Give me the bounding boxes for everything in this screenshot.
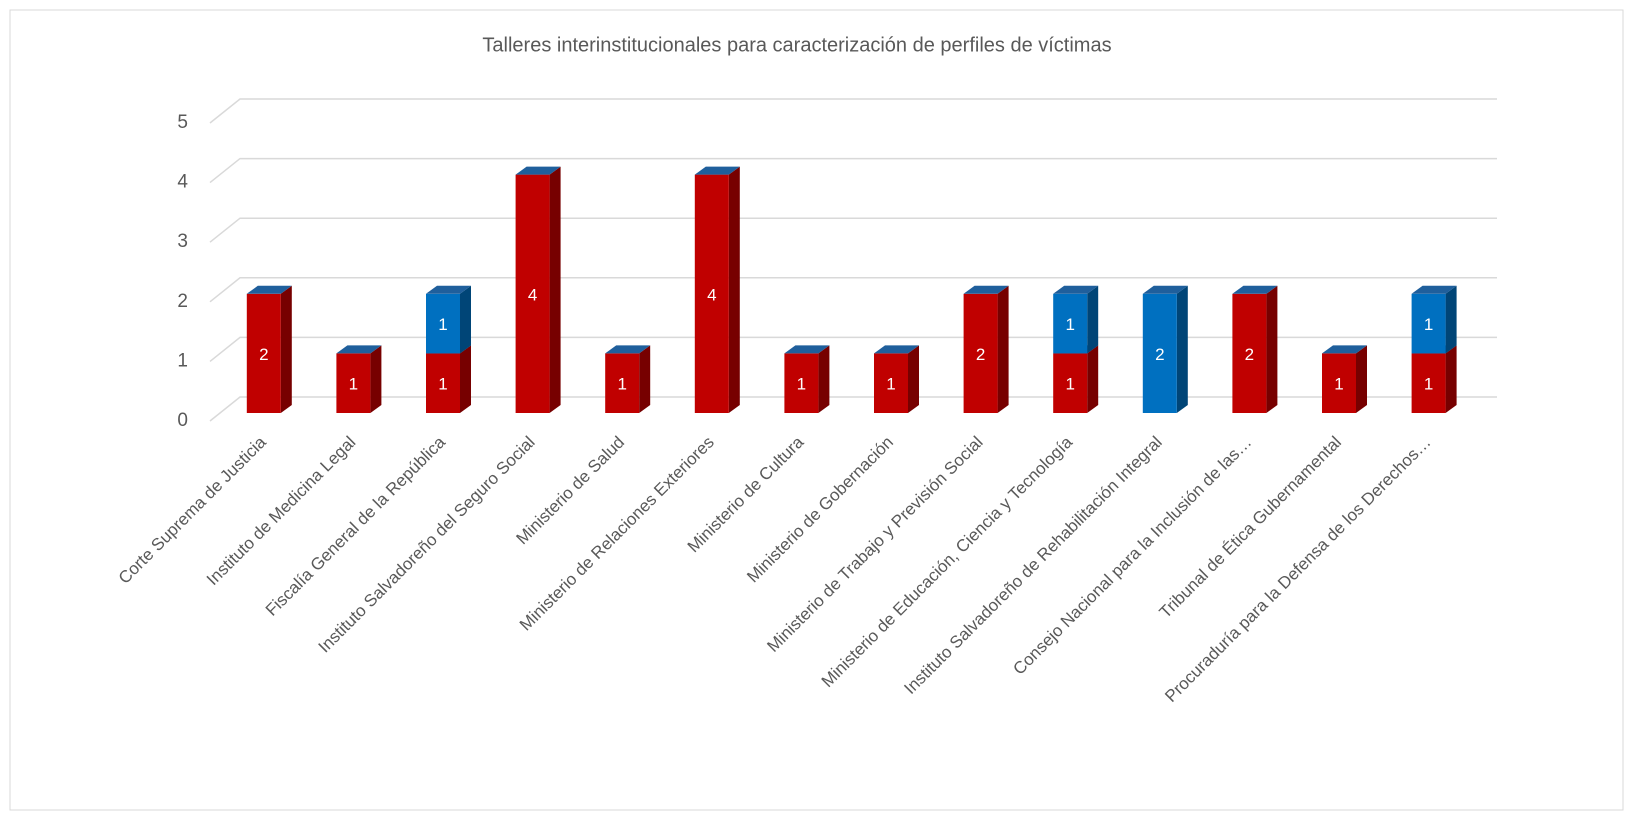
bar-side (1176, 285, 1188, 413)
bar-side (1445, 345, 1457, 413)
bar-top (515, 166, 561, 175)
bar-top (874, 345, 919, 354)
bar-side (818, 345, 830, 413)
data-label: 1 (617, 375, 626, 394)
bar-side (1445, 285, 1457, 354)
data-label: 1 (1065, 375, 1074, 394)
bar-top (1053, 285, 1099, 294)
bar-front (1232, 293, 1267, 413)
bar-front (515, 174, 550, 413)
y-tick-label: 1 (177, 350, 188, 371)
data-label: 2 (1245, 345, 1254, 364)
data-label: 1 (438, 315, 447, 334)
bar-top (605, 345, 651, 354)
data-label: 2 (1155, 345, 1164, 364)
bar-front (426, 293, 460, 354)
data-label: 1 (1334, 375, 1343, 394)
bar-front (1322, 353, 1356, 413)
bar (426, 285, 471, 354)
bar-front (784, 353, 819, 413)
bar-top (963, 285, 1009, 294)
data-label: 1 (1424, 375, 1433, 394)
bar-front (426, 353, 460, 413)
bar-front (605, 353, 640, 413)
data-label: 2 (976, 345, 985, 364)
y-tick-label: 4 (177, 172, 188, 193)
bar-top (246, 285, 292, 294)
bar (1053, 345, 1099, 413)
y-tick-label: 0 (177, 410, 188, 431)
y-tick-label: 2 (177, 291, 188, 312)
data-label: 1 (886, 375, 895, 394)
bar (1142, 285, 1188, 413)
bar-front (1142, 293, 1177, 413)
data-label: 1 (1424, 315, 1433, 334)
bar-top (1411, 285, 1457, 294)
bar-side (1087, 345, 1099, 413)
bar-side (997, 285, 1009, 413)
bar-top (784, 345, 830, 354)
bar-side (460, 285, 471, 354)
data-label: 1 (349, 375, 358, 394)
bar-top (694, 166, 740, 175)
bar-front (1053, 353, 1088, 413)
bar-front (874, 353, 908, 413)
bar-top (426, 285, 471, 294)
bar (1053, 285, 1099, 354)
bar (426, 345, 471, 413)
bar (336, 345, 382, 413)
bar-front (246, 293, 281, 413)
data-label: 4 (528, 285, 537, 304)
grid-line (209, 277, 1497, 303)
bar-side (1087, 285, 1099, 354)
grid-line (209, 157, 1497, 184)
bar-side (280, 285, 292, 413)
bar-front (694, 174, 729, 413)
data-label: 4 (707, 285, 716, 304)
bar-front (1053, 293, 1088, 354)
bar (1411, 345, 1457, 413)
bar-side (370, 345, 382, 413)
bar-side (1266, 285, 1278, 413)
bar-front (336, 353, 371, 413)
data-label: 1 (438, 375, 447, 394)
bar-side (460, 345, 471, 413)
grid-line (209, 98, 1497, 124)
bar-front (1411, 293, 1446, 354)
bar (694, 166, 740, 413)
grid-line (209, 217, 1497, 243)
bar-side (639, 345, 651, 413)
bar (874, 345, 919, 413)
chart-title: Talleres interinstitucionales para carac… (482, 34, 1111, 56)
bar (515, 166, 561, 413)
bar-side (908, 345, 919, 413)
bar-side (728, 166, 740, 413)
bar (1232, 285, 1278, 413)
bar (963, 285, 1009, 413)
data-label: 1 (1065, 315, 1074, 334)
data-label: 1 (797, 375, 806, 394)
bar (605, 345, 651, 413)
bar-top (1232, 285, 1278, 294)
bar (1411, 285, 1457, 354)
bar-front (1411, 353, 1446, 413)
data-label: 2 (259, 345, 268, 364)
bar-side (549, 166, 561, 413)
bar-top (336, 345, 382, 354)
y-tick-label: 5 (177, 112, 188, 133)
bar-top (1142, 285, 1188, 294)
y-tick-label: 3 (177, 231, 188, 252)
bar (1322, 345, 1367, 413)
bar-top (1322, 345, 1367, 354)
bar-front (963, 293, 998, 413)
bar (246, 285, 292, 413)
bar (784, 345, 830, 413)
bar-side (1356, 345, 1367, 413)
